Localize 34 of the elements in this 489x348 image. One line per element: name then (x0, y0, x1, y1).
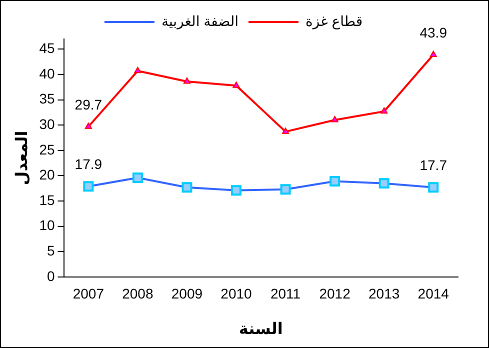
y-tick-label: 25 (39, 141, 55, 158)
point (134, 66, 142, 74)
point (282, 128, 290, 134)
data-label: 17.9 (74, 156, 102, 172)
data-label: 29.7 (74, 96, 102, 112)
y-axis-title: المعدل (14, 130, 32, 186)
x-tick-label: 2007 (72, 285, 104, 302)
y-tick-label: 45 (39, 40, 55, 56)
x-tick-label: 2013 (368, 285, 400, 302)
data-label: 17.7 (420, 157, 448, 174)
point (232, 82, 240, 88)
x-tick-label: 2014 (418, 285, 450, 302)
point (380, 107, 388, 114)
point (430, 50, 437, 57)
y-tick-label: 40 (39, 65, 55, 82)
x-tick-label: 2009 (171, 285, 203, 302)
point (183, 78, 190, 84)
y-tick-label: 35 (39, 90, 55, 107)
x-tick-label: 2011 (270, 285, 301, 302)
y-tick-label: 5 (46, 242, 55, 259)
y-tick-label: 15 (39, 192, 55, 208)
y-tick-label: 0 (46, 268, 55, 284)
legend-label: الضفة الغربية (161, 12, 238, 30)
x-axis-title: السنة (238, 320, 283, 338)
y-tick-label: 20 (39, 166, 55, 183)
x-tick-label: 2010 (220, 285, 252, 302)
legend-label: قطاع غزة (305, 12, 363, 30)
data-label: 43.9 (420, 24, 448, 41)
y-tick-label: 30 (39, 116, 55, 132)
x-tick-label: 2012 (319, 285, 351, 302)
x-tick-label: 2008 (122, 285, 154, 302)
y-tick-label: 10 (39, 217, 55, 234)
point (331, 116, 338, 122)
point (84, 122, 92, 129)
